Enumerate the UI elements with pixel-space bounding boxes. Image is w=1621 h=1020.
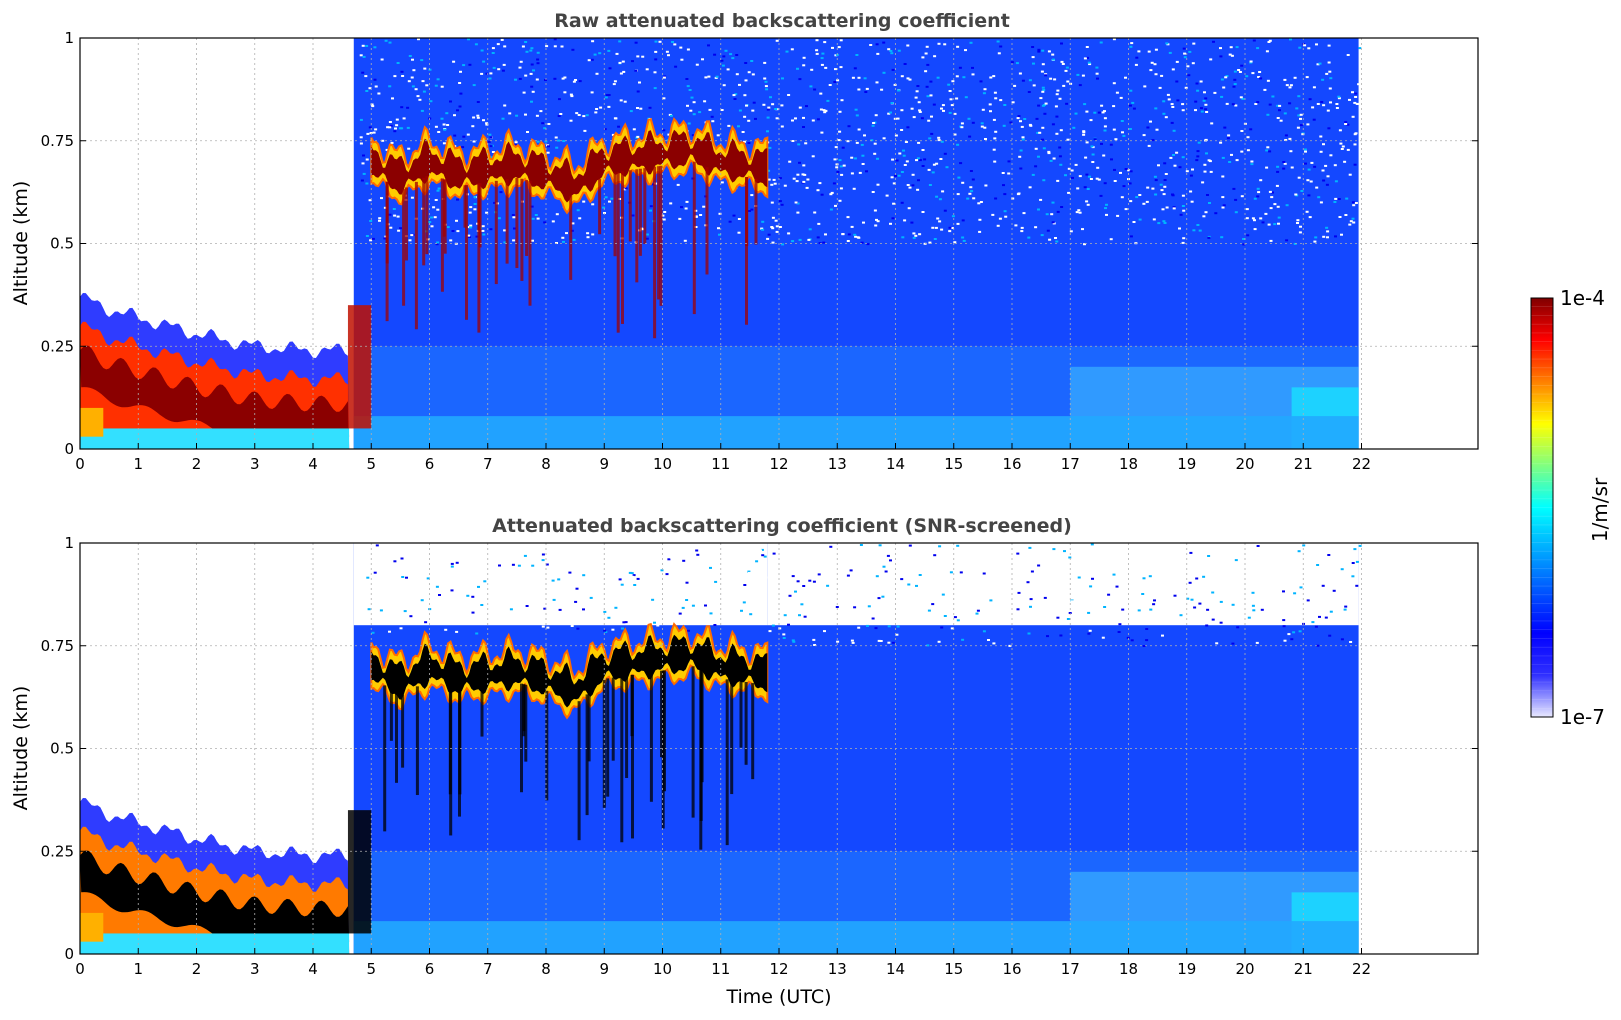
snr-panel-title: Attenuated backscattering coefficient (S…: [492, 515, 1072, 537]
x-tick-label: 7: [483, 455, 493, 473]
screened-out-region: [353, 543, 768, 626]
x-tick-label: 18: [1119, 960, 1138, 978]
y-tick-label: 0.25: [41, 337, 74, 355]
y-tick-label: 0.75: [41, 637, 74, 655]
y-tick-label: 0.5: [50, 740, 74, 758]
virga-streaks: [383, 666, 755, 850]
x-tick-label: 13: [828, 960, 847, 978]
snr-x-axis: 0 1 2 3 4 5 6 7 8 9 10 11 12 13 14 15 16 17 18 19 20 21 22: [75, 948, 1371, 978]
y-tick-label: 1: [64, 29, 74, 47]
x-tick-label: 22: [1352, 960, 1371, 978]
x-tick-label: 6: [425, 455, 435, 473]
x-tick-label: 15: [944, 960, 963, 978]
x-tick-label: 15: [944, 455, 963, 473]
colorbar-min-label: 1e-7: [1560, 705, 1605, 729]
x-tick-label: 7: [483, 960, 493, 978]
snr-y-axis: 0 0.25 0.5 0.75 1: [41, 534, 1478, 963]
x-tick-label: 12: [769, 960, 788, 978]
surface-aerosol: [80, 912, 104, 942]
x-tick-label: 16: [1002, 455, 1021, 473]
y-tick-label: 0.75: [41, 132, 74, 150]
transition-plume: [347, 305, 372, 429]
y-tick-label: 1: [64, 534, 74, 552]
raw-backscatter-panel: Raw attenuated backscattering coefficien…: [10, 10, 1479, 473]
x-tick-label: 18: [1119, 455, 1138, 473]
boundary-layer-core: [80, 345, 350, 437]
x-tick-label: 11: [711, 455, 730, 473]
x-tick-label: 0: [75, 455, 85, 473]
x-tick-label: 16: [1002, 960, 1021, 978]
x-tick-label: 9: [599, 960, 609, 978]
x-tick-label: 1: [133, 960, 143, 978]
x-tick-label: 14: [886, 455, 905, 473]
surface-aerosol: [80, 407, 104, 437]
x-tick-label: 14: [886, 960, 905, 978]
x-tick-label: 12: [769, 455, 788, 473]
x-tick-label: 8: [541, 960, 551, 978]
x-tick-label: 17: [1061, 455, 1080, 473]
x-tick-label: 1: [133, 455, 143, 473]
surface-layer: [80, 933, 350, 954]
x-tick-label: 19: [1177, 455, 1196, 473]
x-tick-label: 10: [653, 960, 672, 978]
snr-screened-panel: Attenuated backscattering coefficient (S…: [10, 515, 1479, 1008]
x-tick-label: 20: [1235, 960, 1254, 978]
x-tick-label: 13: [828, 455, 847, 473]
x-tick-label: 10: [653, 455, 672, 473]
x-tick-label: 3: [250, 455, 260, 473]
colorbar-frame: [1530, 297, 1554, 718]
x-tick-label: 17: [1061, 960, 1080, 978]
screened-out-region: [767, 543, 1359, 626]
y-tick-label: 0: [64, 945, 74, 963]
y-tick-label: 0: [64, 440, 74, 458]
y-tick-label: 0.5: [50, 235, 74, 253]
raw-panel-title: Raw attenuated backscattering coefficien…: [554, 10, 1010, 32]
x-tick-label: 2: [192, 960, 202, 978]
raw-y-axis-label: Altitude (km): [10, 181, 32, 306]
boundary-layer-core: [80, 850, 350, 942]
transition-plume: [347, 810, 372, 934]
x-tick-label: 19: [1177, 960, 1196, 978]
raw-x-axis: 0 1 2 3 4 5 6 7 8 9 10 11 12 13 14 15 16 17 18 19 20 21 22: [75, 443, 1371, 473]
x-tick-label: 0: [75, 960, 85, 978]
cloud-layer-core: [371, 129, 768, 203]
cloud-layer-core: [371, 634, 768, 708]
x-tick-label: 5: [366, 960, 376, 978]
x-tick-label: 8: [541, 455, 551, 473]
colorbar: 1e-4 1e-7 1/m/sr: [1530, 286, 1612, 729]
colorbar-label: 1/m/sr: [1588, 477, 1612, 542]
raw-y-axis: 0 0.25 0.5 0.75 1: [41, 29, 1478, 458]
colorbar-gradient: [1531, 298, 1553, 717]
near-surface-band: [353, 416, 1359, 449]
x-tick-label: 20: [1235, 455, 1254, 473]
x-tick-label: 9: [599, 455, 609, 473]
x-tick-label: 4: [308, 960, 318, 978]
x-tick-label: 21: [1294, 455, 1313, 473]
y-tick-label: 0.25: [41, 842, 74, 860]
near-surface-band: [353, 921, 1359, 954]
snr-y-axis-label: Altitude (km): [10, 686, 32, 811]
surface-layer: [80, 428, 350, 449]
x-tick-label: 11: [711, 960, 730, 978]
x-tick-label: 4: [308, 455, 318, 473]
colorbar-bands: [1531, 298, 1553, 717]
x-tick-label: 21: [1294, 960, 1313, 978]
x-tick-label: 5: [366, 455, 376, 473]
x-tick-label: 2: [192, 455, 202, 473]
x-tick-label: 3: [250, 960, 260, 978]
x-tick-label: 22: [1352, 455, 1371, 473]
colorbar-max-label: 1e-4: [1560, 286, 1605, 310]
x-axis-label: Time (UTC): [725, 986, 831, 1008]
noise-speckle: [359, 543, 1362, 647]
x-tick-label: 6: [425, 960, 435, 978]
